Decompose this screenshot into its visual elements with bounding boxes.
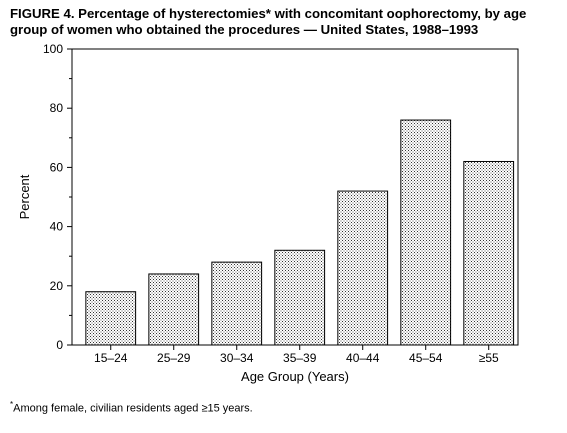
x-tick-label: 45–54 [409, 351, 443, 365]
y-axis-label: Percent [17, 174, 32, 219]
bar-1 [85, 291, 137, 346]
chart-labels: 0 20 40 60 80 100 15–24 25–29 30–34 35–39 40–44 45–… [17, 42, 499, 384]
x-tick-label: 25–29 [157, 351, 191, 365]
bar-5 [337, 190, 389, 346]
bar-4 [274, 249, 326, 346]
y-tick-label: 100 [43, 42, 63, 56]
bar-6 [400, 119, 452, 346]
y-tick-label: 40 [50, 220, 64, 234]
x-tick-label: 40–44 [346, 351, 380, 365]
chart-bars [85, 119, 515, 346]
y-tick-label: 0 [56, 338, 63, 352]
x-tick-label: 15–24 [94, 351, 128, 365]
bar-7 [463, 160, 515, 346]
bar-3 [211, 261, 263, 346]
y-tick-label: 20 [50, 279, 64, 293]
x-tick-label: 35–39 [283, 351, 317, 365]
footnote: *Among female, civilian residents aged ≥… [10, 400, 253, 415]
chart-title: FIGURE 4. Percentage of hysterectomies* … [10, 6, 527, 37]
bar-2 [148, 273, 200, 346]
x-tick-label: ≥55 [479, 351, 499, 365]
x-axis-label: Age Group (Years) [241, 369, 349, 384]
y-tick-label: 80 [50, 101, 64, 115]
footnote-marker: * [10, 400, 14, 409]
footnote-text: Among female, civilian residents aged ≥1… [13, 402, 253, 415]
y-tick-label: 60 [50, 160, 64, 174]
x-tick-label: 30–34 [220, 351, 254, 365]
